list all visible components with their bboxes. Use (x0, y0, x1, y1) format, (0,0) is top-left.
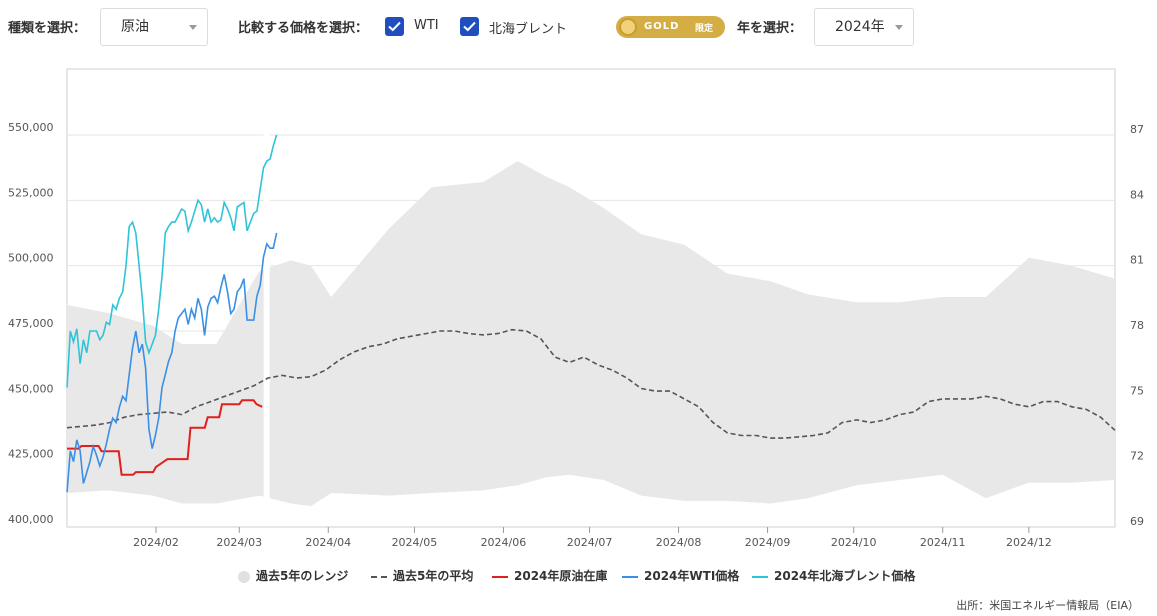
y-axis-left: 400,000 425,000 450,000 475,000 500,000 525,0… (8, 121, 54, 526)
legend-item[interactable]: 2024年原油在庫 (492, 567, 607, 584)
series-5yr-average (66, 328, 1116, 439)
checkmark-icon (463, 21, 476, 32)
x-tick-label: 2024/09 (745, 536, 791, 549)
brent-checkbox[interactable] (460, 17, 479, 36)
chart-plot-area (66, 70, 1116, 526)
x-tick-label: 2024/03 (216, 536, 262, 549)
y-left-tick-label: 550,000 (8, 121, 54, 134)
x-axis: 2024/02 2024/03 2024/04 2024/05 2024/06 2024/… (133, 527, 1052, 549)
y-axis-right: 69 72 75 78 81 84 87 (1130, 123, 1144, 528)
x-tick-label: 2024/10 (831, 536, 877, 549)
y-left-tick-label: 400,000 (8, 513, 54, 526)
x-tick-label: 2024/08 (656, 536, 702, 549)
year-select-value: 2024年 (835, 19, 885, 35)
year-select-label: 年を選択： (737, 21, 803, 36)
y-right-tick-label: 81 (1130, 254, 1144, 267)
x-tick-label: 2024/05 (392, 536, 438, 549)
gold-badge: GOLD 限定 (616, 16, 725, 38)
series-2024-wti (66, 232, 278, 493)
chevron-down-icon (895, 25, 903, 30)
y-left-tick-label: 500,000 (8, 252, 54, 265)
legend-item[interactable]: 2024年WTI価格 (622, 567, 739, 584)
inventory-price-chart: 400,000 425,000 450,000 475,000 500,000 525,0… (8, 68, 1144, 549)
y-right-tick-label: 72 (1130, 450, 1144, 463)
x-tick-label: 2024/02 (133, 536, 179, 549)
legend-line-icon (371, 575, 387, 578)
legend-line-icon (492, 575, 508, 578)
y-right-tick-label: 69 (1130, 515, 1144, 528)
x-tick-label: 2024/04 (305, 536, 351, 549)
legend-item-label: 2024年WTI価格 (644, 569, 740, 583)
type-select[interactable]: 原油 (100, 8, 208, 46)
y-left-tick-label: 525,000 (8, 186, 54, 199)
series-5yr-range (67, 161, 1115, 507)
type-select-label: 種類を選択： (8, 21, 87, 36)
legend-line-icon (622, 575, 638, 578)
y-left-tick-label: 475,000 (8, 317, 54, 330)
legend-item[interactable]: 過去5年の平均 (371, 567, 473, 584)
brent-checkbox-label[interactable]: 北海ブレント (489, 22, 568, 37)
gold-coin-icon (619, 18, 637, 36)
legend-line-icon (752, 575, 768, 578)
x-tick-label: 2024/07 (567, 536, 613, 549)
legend-dot-icon (238, 570, 250, 583)
wti-checkbox[interactable] (385, 17, 404, 36)
legend-item-label: 過去5年のレンジ (256, 569, 349, 583)
compare-label: 比較する価格を選択： (238, 21, 369, 36)
x-tick-label: 2024/11 (920, 536, 966, 549)
range-gap (263, 70, 270, 526)
series-2024-inventory (67, 399, 263, 476)
y-right-tick-label: 84 (1130, 188, 1144, 201)
x-tick-label: 2024/12 (1006, 536, 1052, 549)
y-right-tick-label: 78 (1130, 319, 1144, 332)
legend-item-label: 2024年原油在庫 (514, 569, 608, 583)
checkmark-icon (388, 21, 401, 32)
chevron-down-icon (189, 25, 197, 30)
legend-item-label: 過去5年の平均 (393, 569, 474, 583)
year-select[interactable]: 2024年 (814, 8, 914, 46)
x-tick-label: 2024/06 (481, 536, 527, 549)
series-2024-brent (66, 134, 278, 388)
source-note: 出所：米国エネルギー情報局（EIA） (956, 599, 1139, 612)
y-right-tick-label: 87 (1130, 123, 1144, 136)
legend-item[interactable]: 過去5年のレンジ (238, 567, 348, 584)
legend-item[interactable]: 2024年北海ブレント価格 (752, 567, 915, 584)
gold-badge-tag: 限定 (695, 24, 714, 34)
y-right-tick-label: 75 (1130, 384, 1144, 397)
y-left-tick-label: 425,000 (8, 448, 54, 461)
wti-checkbox-label[interactable]: WTI (414, 18, 439, 33)
type-select-value: 原油 (121, 19, 149, 35)
gold-badge-text: GOLD (644, 21, 680, 32)
legend-item-label: 2024年北海ブレント価格 (774, 569, 916, 583)
y-left-tick-label: 450,000 (8, 382, 54, 395)
